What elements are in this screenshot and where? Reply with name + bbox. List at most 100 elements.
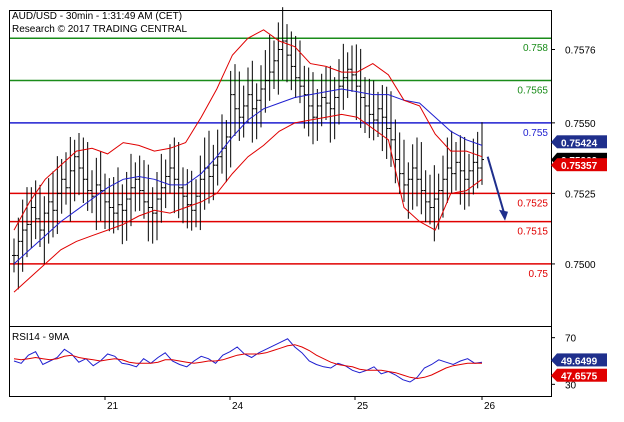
ohlc-bar xyxy=(51,171,55,238)
svg-text:0.75357: 0.75357 xyxy=(561,161,598,172)
level-label-2: 0.755 xyxy=(523,128,548,139)
ohlc-bar xyxy=(267,34,272,101)
ohlc-bar xyxy=(328,65,333,143)
ohlc-bar xyxy=(263,50,268,113)
ohlc-bar xyxy=(254,83,259,140)
ohlc-bar xyxy=(259,65,263,128)
rsi-tick-label: 70 xyxy=(565,334,577,345)
svg-text:47.6575: 47.6575 xyxy=(561,372,598,383)
price-tick-label: 0.7500 xyxy=(565,260,596,271)
price-badge-0: 0.75424 xyxy=(551,135,607,149)
ohlc-bar xyxy=(241,85,246,138)
ohlc-bar xyxy=(393,119,398,184)
ohlc-bar xyxy=(85,142,90,211)
ohlc-bar xyxy=(77,133,81,196)
ohlc-bar xyxy=(337,59,341,125)
ohlc-bar xyxy=(176,142,181,219)
ohlc-bar xyxy=(285,24,289,83)
ohlc-bar xyxy=(98,151,103,222)
ohlc-bar xyxy=(324,66,328,121)
price-badge-2: 0.75357 xyxy=(551,158,607,172)
ohlc-bar xyxy=(276,22,281,95)
level-label-3: 0.7525 xyxy=(517,198,548,209)
ohlc-bar xyxy=(475,131,480,189)
ohlc-bar xyxy=(250,60,255,143)
ohlc-bar xyxy=(146,164,151,242)
ohlc-bar xyxy=(150,187,155,244)
ohlc-bar xyxy=(332,77,337,140)
ohlc-bar xyxy=(449,130,454,194)
ohlc-bar xyxy=(198,155,203,231)
ohlc-bar xyxy=(423,170,428,223)
rsi-layer xyxy=(13,338,483,383)
ohlc-bar xyxy=(137,155,142,211)
ohlc-bar xyxy=(467,153,471,207)
ohlc-bar xyxy=(181,167,185,224)
ohlc-bar xyxy=(315,89,320,141)
level-label-1: 0.7565 xyxy=(517,86,548,97)
svg-text:0.75424: 0.75424 xyxy=(561,138,598,149)
price-panel-frame xyxy=(9,10,552,327)
ohlc-bar xyxy=(124,171,129,241)
ohlc-bar xyxy=(142,160,146,219)
ohlc-bar xyxy=(293,35,298,99)
ohlc-bar xyxy=(207,130,211,204)
ohlc-bar xyxy=(90,170,94,214)
ohlc-bar xyxy=(363,77,367,134)
research-credit: Research © 2017 TRADING CENTRAL xyxy=(12,24,187,35)
instrument-title: AUD/USD - 30min - 1:31:49 AM (CET) xyxy=(12,11,182,22)
rsi-badge-1: 47.6575 xyxy=(551,368,607,383)
ohlc-bar xyxy=(59,158,64,214)
price-tick-label: 0.7525 xyxy=(565,189,596,200)
ohlc-bar xyxy=(272,40,276,89)
price-layer: 0.758 0.7565 0.755 0.7525 0.7515 0.75 xyxy=(10,7,551,293)
ohlc-bar xyxy=(354,44,359,121)
x-tick-label: 25 xyxy=(357,401,369,412)
rsi-panel-frame xyxy=(9,326,552,397)
ohlc-bar xyxy=(410,144,415,210)
ohlc-bar xyxy=(116,167,120,231)
ohlc-bar xyxy=(233,64,237,136)
ohlc-bar xyxy=(246,67,250,123)
ohlc-bar xyxy=(12,238,16,273)
ohlc-bar xyxy=(376,91,380,137)
ohlc-bar xyxy=(397,132,402,194)
ohlc-bar xyxy=(289,31,294,91)
price-tick-label: 0.7576 xyxy=(565,46,596,57)
price-overlay-band-lower xyxy=(13,113,483,293)
ohlc-bar xyxy=(428,174,432,225)
ohlc-bar xyxy=(20,199,25,272)
level-label-0: 0.758 xyxy=(523,43,548,54)
ohlc-bar xyxy=(155,171,159,241)
rsi-panel-title: RSI14 - 9MA xyxy=(12,332,70,343)
ohlc-bar xyxy=(29,187,34,249)
rsi-line-ma xyxy=(13,344,482,380)
ohlc-bar xyxy=(436,173,441,230)
ohlc-bar xyxy=(445,137,450,203)
ohlc-bar xyxy=(384,86,389,159)
ohlc-bar xyxy=(280,7,285,80)
axis-layer: 0.75760.75500.75250.75000.754240.753690.… xyxy=(104,46,607,412)
ohlc-bar xyxy=(33,180,38,240)
ohlc-bar xyxy=(350,45,354,92)
ohlc-bar xyxy=(380,85,385,152)
svg-text:49.6499: 49.6499 xyxy=(561,356,598,367)
ohlc-bar xyxy=(38,184,42,247)
ohlc-bar xyxy=(185,169,190,229)
ohlc-bar xyxy=(16,217,21,290)
ohlc-bar xyxy=(172,137,177,214)
price-overlay-band-upper xyxy=(13,29,483,231)
ohlc-bar xyxy=(480,122,484,185)
ohlc-bar xyxy=(215,129,220,186)
ohlc-bar xyxy=(462,136,467,210)
ohlc-bar xyxy=(133,162,138,212)
ohlc-bar xyxy=(367,78,372,139)
x-tick-label: 26 xyxy=(484,401,496,412)
ohlc-bar xyxy=(81,137,86,203)
ohlc-bar xyxy=(441,155,445,218)
ohlc-bar xyxy=(129,153,133,227)
ohlc-bar xyxy=(111,177,116,234)
ohlc-bar xyxy=(311,72,315,145)
ohlc-bar xyxy=(458,135,463,205)
